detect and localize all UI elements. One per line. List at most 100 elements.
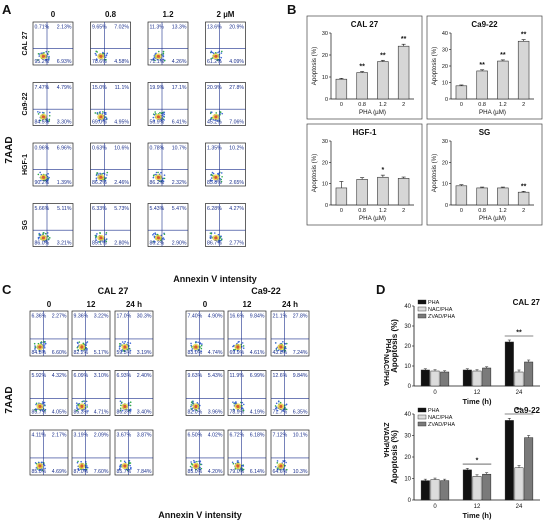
panel-a-row-label: CAL 27 — [22, 31, 29, 55]
quadrant-upper-left: 9.65% — [92, 25, 107, 31]
quadrant-upper-left: 5.92% — [32, 373, 47, 379]
x-tick-label: 12 — [474, 504, 481, 510]
significance-mark: ** — [401, 36, 407, 43]
legend-swatch — [417, 299, 427, 305]
quadrant-lower-right: 5.17% — [94, 350, 109, 356]
quadrant-lower-left: 79.0% — [230, 469, 245, 475]
x-axis-title: Time (h) — [462, 511, 492, 520]
quadrant-upper-right: 13.3% — [172, 25, 187, 31]
flow-population — [274, 460, 288, 471]
flow-plot: 7.12% 10.1% 64.6% 10.3% — [270, 429, 310, 476]
flow-plot: 15.0% 11.1% 69.0% 4.95% — [90, 82, 131, 126]
significance-mark: ** — [516, 408, 522, 415]
quadrant-lower-left: 87.0% — [74, 469, 89, 475]
bar — [335, 78, 348, 100]
y-tick-label: 40 — [404, 412, 411, 418]
chart-title: Ca9-22 — [514, 406, 541, 415]
legend-label: ZVAD/PHA — [428, 314, 455, 320]
significance-mark: * — [476, 458, 479, 465]
quadrant-lower-right: 3.40% — [137, 410, 152, 416]
bar — [524, 361, 534, 387]
y-tick-label: 30 — [322, 139, 328, 145]
chart-title: CAL 27 — [351, 20, 379, 29]
y-tick-label: 10 — [322, 75, 328, 81]
panel-a-flow-grid: 0 0.8 1.2 2 µM CAL 27 0.71% 2.13% 95.2% 6.93% 9.6… — [22, 10, 246, 247]
bar — [524, 437, 534, 501]
quadrant-lower-left: 69.9% — [230, 350, 245, 356]
flow-plot-frame — [185, 429, 225, 476]
flow-plot: 5.92% 4.32% 85.7% 4.05% — [29, 370, 69, 416]
y-tick-label: 0 — [408, 498, 412, 504]
x-tick-label: 2 — [522, 102, 525, 108]
quadrant-lower-right: 2.77% — [229, 241, 244, 247]
flow-plot: 5.43% 5.47% 86.2% 2.90% — [147, 203, 189, 247]
flow-population — [94, 50, 109, 61]
quadrant-upper-right: 10.1% — [293, 433, 308, 439]
panel-label-c: C — [2, 282, 12, 297]
bar — [472, 476, 482, 501]
flow-plot-frame — [71, 370, 111, 416]
panel-c-xlabel: Annexin V intensity — [158, 510, 242, 520]
quadrant-upper-right: 6.18% — [250, 433, 265, 439]
legend-label: PHA — [428, 300, 440, 306]
flow-plot-frame — [90, 82, 131, 126]
quadrant-lower-right: 4.09% — [229, 59, 244, 65]
panel-a-column-label: 0 — [51, 10, 56, 19]
flow-plot: 6.33% 5.73% 85.1% 2.80% — [90, 203, 131, 247]
chart-frame — [306, 15, 423, 120]
flow-plot-frame — [147, 203, 189, 247]
flow-plot-frame — [90, 21, 131, 66]
panel-c-group-1: CAL 27 — [98, 286, 129, 296]
quadrant-upper-right: 2.40% — [137, 373, 152, 379]
bar — [504, 420, 514, 501]
y-tick-label: 40 — [404, 304, 411, 310]
quadrant-upper-right: 4.32% — [52, 373, 67, 379]
x-tick-label: 2 — [402, 208, 405, 214]
bar — [504, 341, 514, 387]
flow-population — [152, 50, 166, 62]
quadrant-lower-left: 85.8% — [207, 180, 222, 186]
bar — [462, 369, 472, 387]
quadrant-upper-right: 5.11% — [57, 206, 72, 212]
bar — [397, 178, 410, 206]
quadrant-lower-right: 7.06% — [229, 120, 244, 126]
quadrant-upper-right: 9.84% — [250, 314, 265, 320]
y-tick-label: 20 — [322, 53, 328, 59]
flow-population — [209, 232, 223, 243]
quadrant-lower-right: 4.26% — [172, 59, 187, 65]
significance-mark: ** — [479, 62, 485, 69]
flow-plot: 9.63% 5.43% 82.0% 3.96% — [185, 370, 225, 416]
panel-c-column-label: 0 — [203, 300, 208, 309]
flow-plot-frame — [205, 203, 246, 247]
bar — [455, 85, 468, 100]
quadrant-upper-right: 2.27% — [52, 314, 67, 320]
panel-c-column-label: 24 h — [282, 300, 298, 309]
chart-title: Ca9-22 — [471, 20, 498, 29]
flow-plot: 9.65% 7.02% 78.6% 4.58% — [90, 21, 131, 66]
y-tick-label: 0 — [445, 203, 448, 209]
quadrant-lower-left: 71.1% — [150, 59, 165, 65]
flow-population — [37, 110, 51, 122]
flow-plot-frame — [71, 429, 111, 476]
quadrant-lower-right: 7.24% — [293, 350, 308, 356]
flow-population — [75, 400, 89, 412]
flow-plot: 3.67% 3.87% 85.7% 7.84% — [114, 429, 154, 476]
quadrant-lower-right: 4.61% — [250, 350, 265, 356]
flow-plot-frame — [29, 370, 69, 416]
flow-population — [94, 232, 108, 243]
bar — [482, 367, 492, 387]
legend-label: NAC/PHA — [428, 307, 453, 313]
flow-plot: 11.3% 13.3% 71.1% 4.26% — [147, 21, 189, 66]
flow-plot: 0.78% 10.7% 86.2% 2.32% — [147, 142, 189, 187]
y-tick-label: 20 — [442, 160, 448, 166]
legend-swatch — [417, 421, 427, 427]
quadrant-upper-left: 6.72% — [230, 433, 245, 439]
quadrant-upper-right: 11.1% — [115, 85, 130, 91]
flow-plot: 21.1% 27.8% 43.8% 7.24% — [270, 310, 310, 357]
flow-plot: 19.9% 17.1% 56.9% 6.41% — [147, 82, 189, 126]
quadrant-upper-right: 10.6% — [114, 146, 129, 152]
quadrant-lower-left: 78.6% — [92, 59, 107, 65]
quadrant-lower-right: 2.90% — [172, 241, 187, 247]
flow-plot-frame — [32, 142, 74, 187]
flow-plot: 3.19% 2.09% 87.0% 7.60% — [71, 429, 111, 476]
